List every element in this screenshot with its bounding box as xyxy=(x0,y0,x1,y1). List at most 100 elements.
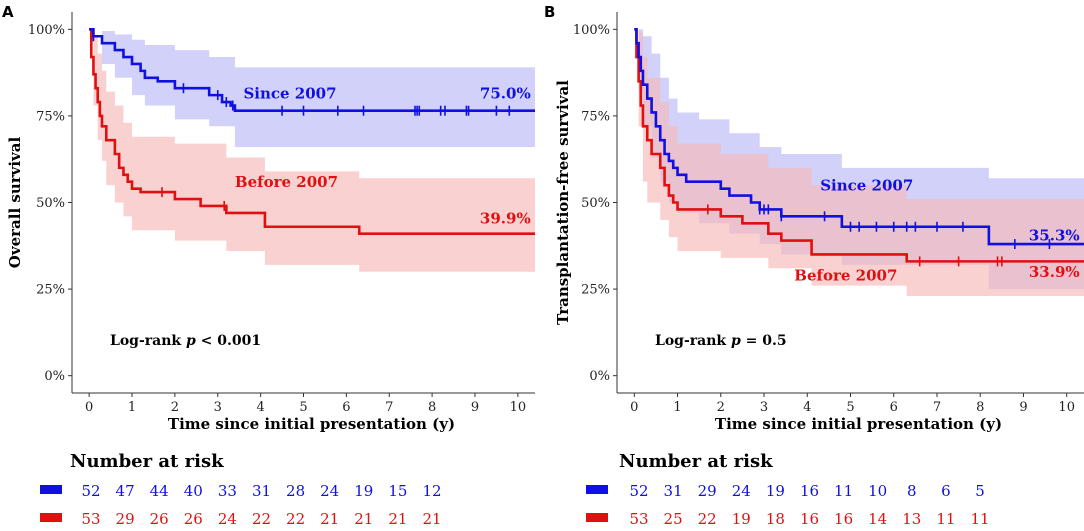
risk-count-since-2007: 24 xyxy=(320,482,339,500)
y-tick-label: 75% xyxy=(36,109,65,124)
risk-count-since-2007: 11 xyxy=(834,482,853,500)
series-label-since-2007: Since 2007 xyxy=(820,176,913,194)
risk-count-before-2007: 53 xyxy=(629,510,648,528)
x-tick-label: 5 xyxy=(299,400,307,415)
x-tick-label: 7 xyxy=(385,400,393,415)
x-tick-label: 1 xyxy=(673,400,681,415)
risk-count-before-2007: 26 xyxy=(184,510,203,528)
risk-count-since-2007: 28 xyxy=(286,482,305,500)
risk-count-since-2007: 44 xyxy=(150,482,169,500)
risk-count-since-2007: 19 xyxy=(766,482,785,500)
x-tick-label: 0 xyxy=(630,400,638,415)
risk-count-since-2007: 52 xyxy=(81,482,100,500)
x-axis-title: Time since initial presentation (y) xyxy=(168,415,455,433)
series-label-since-2007: Since 2007 xyxy=(243,85,336,103)
risk-row-swatch-since-2007 xyxy=(40,485,62,494)
risk-count-before-2007: 24 xyxy=(218,510,237,528)
end-value-label-before-2007: 39.9% xyxy=(480,209,531,227)
logrank-p: p xyxy=(186,333,196,349)
risk-count-before-2007: 13 xyxy=(902,510,921,528)
x-tick-label: 4 xyxy=(256,400,264,415)
ci-band-before-2007 xyxy=(89,29,536,272)
panel-letter: B xyxy=(544,3,555,21)
risk-count-before-2007: 25 xyxy=(664,510,683,528)
risk-count-since-2007: 6 xyxy=(941,482,951,500)
risk-count-before-2007: 19 xyxy=(732,510,751,528)
logrank-value: = 0.5 xyxy=(741,333,787,349)
risk-count-before-2007: 21 xyxy=(354,510,373,528)
y-tick-label: 100% xyxy=(28,23,65,38)
risk-row-swatch-before-2007 xyxy=(586,513,608,522)
series-label-before-2007: Before 2007 xyxy=(235,173,338,191)
risk-count-before-2007: 21 xyxy=(320,510,339,528)
x-tick-label: 7 xyxy=(933,400,941,415)
risk-table-title: Number at risk xyxy=(70,451,224,472)
y-tick-label: 25% xyxy=(36,283,65,298)
km-curve-since-2007 xyxy=(89,28,535,113)
risk-row-swatch-before-2007 xyxy=(40,513,62,522)
x-axis-title: Time since initial presentation (y) xyxy=(715,415,1002,433)
risk-count-since-2007: 5 xyxy=(975,482,985,500)
risk-count-since-2007: 31 xyxy=(252,482,271,500)
risk-count-since-2007: 12 xyxy=(422,482,441,500)
y-tick-label: 50% xyxy=(36,196,65,211)
risk-count-before-2007: 26 xyxy=(150,510,169,528)
logrank-prefix: Log-rank xyxy=(655,333,731,349)
x-tick-label: 4 xyxy=(803,400,811,415)
km-curve-before-2007 xyxy=(89,28,535,235)
x-tick-label: 1 xyxy=(128,400,136,415)
risk-count-since-2007: 16 xyxy=(800,482,819,500)
y-tick-label: 75% xyxy=(581,109,610,124)
risk-count-before-2007: 21 xyxy=(388,510,407,528)
x-tick-label: 8 xyxy=(976,400,984,415)
risk-count-since-2007: 31 xyxy=(664,482,683,500)
x-tick-label: 5 xyxy=(846,400,854,415)
risk-count-before-2007: 22 xyxy=(286,510,305,528)
risk-count-since-2007: 19 xyxy=(354,482,373,500)
risk-count-since-2007: 33 xyxy=(218,482,237,500)
risk-count-before-2007: 14 xyxy=(868,510,887,528)
km-curve-before-2007 xyxy=(634,28,1084,263)
ci-band-before-2007 xyxy=(634,29,1084,297)
x-tick-label: 6 xyxy=(890,400,898,415)
y-tick-label: 0% xyxy=(589,369,610,384)
risk-count-before-2007: 29 xyxy=(116,510,135,528)
panel-letter: A xyxy=(2,3,14,21)
x-tick-label: 10 xyxy=(1058,400,1075,415)
x-tick-label: 2 xyxy=(171,400,179,415)
risk-count-since-2007: 29 xyxy=(698,482,717,500)
risk-count-since-2007: 52 xyxy=(629,482,648,500)
risk-count-before-2007: 16 xyxy=(834,510,853,528)
series-label-before-2007: Before 2007 xyxy=(794,266,897,284)
risk-count-before-2007: 11 xyxy=(970,510,989,528)
risk-count-since-2007: 10 xyxy=(868,482,887,500)
risk-count-before-2007: 21 xyxy=(422,510,441,528)
risk-count-since-2007: 8 xyxy=(907,482,917,500)
risk-count-since-2007: 40 xyxy=(184,482,203,500)
x-tick-label: 3 xyxy=(214,400,222,415)
logrank-value: < 0.001 xyxy=(196,333,261,349)
risk-table-title: Number at risk xyxy=(619,451,773,472)
risk-count-before-2007: 16 xyxy=(800,510,819,528)
x-tick-label: 10 xyxy=(510,400,527,415)
risk-row-swatch-since-2007 xyxy=(586,485,608,494)
risk-count-before-2007: 53 xyxy=(81,510,100,528)
y-axis-title: Transplantation-free survival xyxy=(554,80,572,325)
x-tick-label: 0 xyxy=(85,400,93,415)
x-tick-label: 8 xyxy=(428,400,436,415)
y-tick-label: 50% xyxy=(581,196,610,211)
logrank-p: p xyxy=(731,333,741,349)
risk-count-before-2007: 11 xyxy=(936,510,955,528)
y-tick-label: 25% xyxy=(581,283,610,298)
y-tick-label: 100% xyxy=(573,23,610,38)
y-axis-title: Overall survival xyxy=(6,137,24,269)
logrank-prefix: Log-rank xyxy=(110,333,186,349)
end-value-label-before-2007: 33.9% xyxy=(1029,263,1080,281)
x-tick-label: 3 xyxy=(760,400,768,415)
end-value-label-since-2007: 75.0% xyxy=(480,85,531,103)
risk-count-since-2007: 47 xyxy=(116,482,135,500)
y-tick-label: 0% xyxy=(44,369,65,384)
x-tick-label: 6 xyxy=(342,400,350,415)
